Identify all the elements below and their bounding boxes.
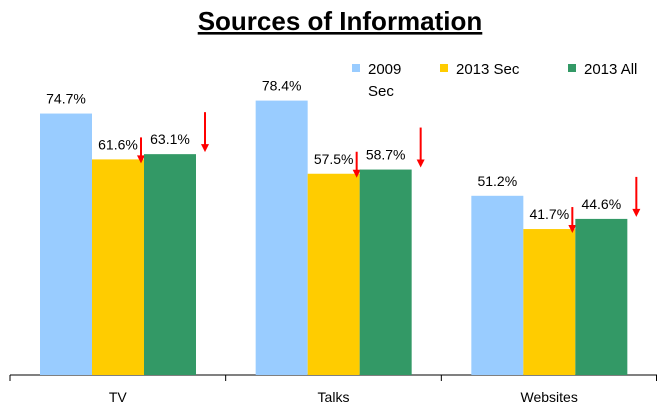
legend-swatch — [568, 64, 576, 72]
bar — [523, 229, 576, 375]
bar — [575, 218, 628, 375]
value-label: 74.7% — [46, 91, 86, 107]
down-arrow-head — [352, 169, 361, 178]
legend-swatch — [440, 64, 448, 72]
value-label: 78.4% — [262, 78, 302, 94]
value-label: 57.5% — [314, 151, 354, 167]
bar — [40, 113, 92, 376]
bar — [307, 173, 360, 375]
down-arrow-head — [137, 155, 145, 164]
value-label: 51.2% — [477, 173, 517, 189]
value-label: 44.6% — [581, 196, 621, 212]
x-tick-label: Websites — [521, 389, 578, 405]
x-tick-label: Talks — [318, 389, 350, 405]
down-arrow-head — [632, 208, 641, 217]
legend-label: 2013 All — [584, 61, 638, 78]
value-label: 41.7% — [529, 206, 569, 222]
x-tick-label: TV — [109, 389, 128, 405]
down-arrow-head — [201, 144, 209, 153]
legend-label: 2013 Sec — [456, 61, 520, 78]
value-label: 61.6% — [98, 136, 138, 152]
legend-item: 2013 Sec — [440, 59, 550, 81]
bar — [359, 169, 412, 375]
bar — [255, 100, 308, 375]
down-arrow-head — [416, 159, 425, 168]
bar — [92, 159, 144, 375]
chart-title: Sources of Information — [198, 6, 483, 36]
legend-item: 2009 Sec — [352, 59, 412, 103]
bar — [471, 195, 524, 375]
value-label: 58.7% — [366, 147, 406, 163]
down-arrow-head — [568, 225, 577, 234]
bar — [144, 154, 196, 375]
legend-swatch — [352, 64, 360, 72]
legend-item: 2013 All — [568, 59, 657, 81]
legend-label: 2009 Sec — [368, 61, 402, 100]
value-label: 63.1% — [150, 131, 190, 147]
